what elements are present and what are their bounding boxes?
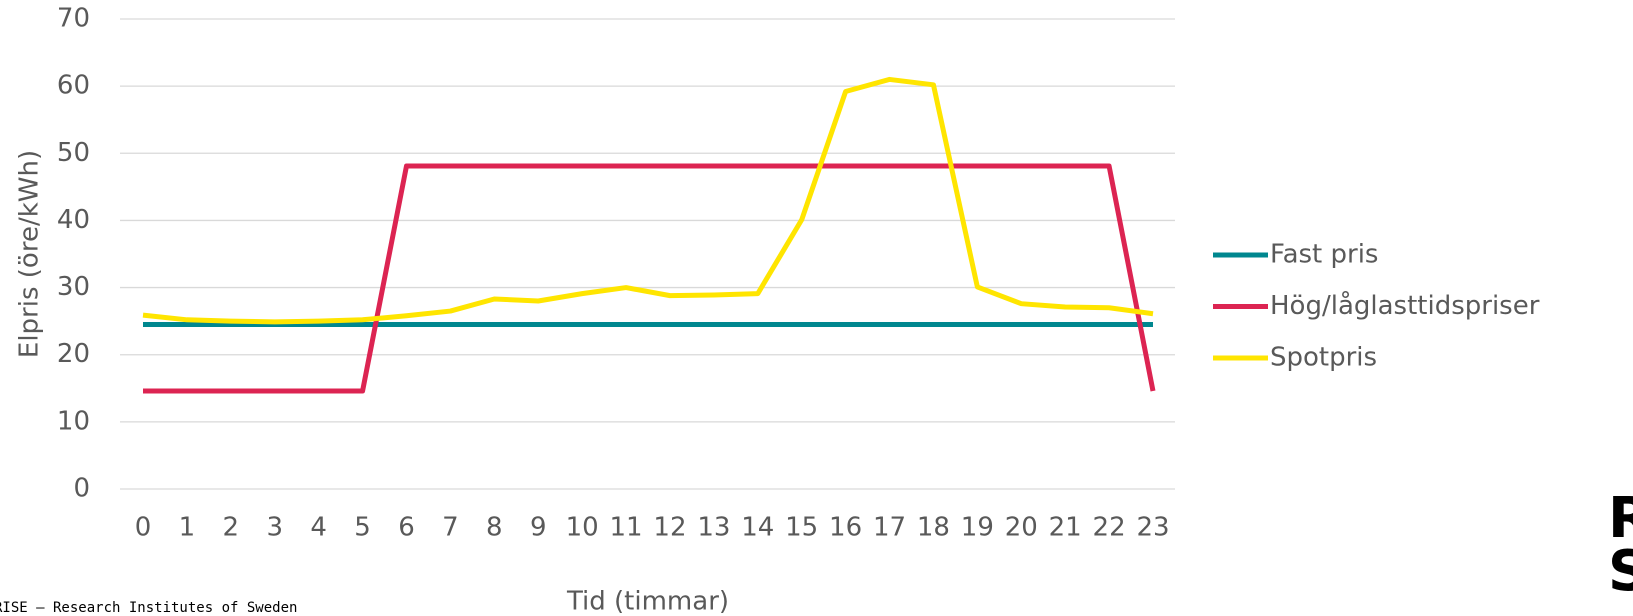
y-tick-label: 30 [57,272,90,302]
x-tick-label: 7 [442,513,459,543]
legend-label: Hög/låglasttidspriser [1270,290,1540,321]
y-axis-label: Elpris (öre/kWh) [15,150,45,358]
x-tick-label: 1 [179,513,196,543]
x-tick-label: 2 [223,513,240,543]
y-tick-label: 10 [57,406,90,436]
logo: SE [1608,539,1633,604]
x-tick-label: 13 [697,513,730,543]
legend-label: Spotpris [1270,343,1377,373]
logo: RI [1608,486,1633,551]
x-tick-label: 18 [917,513,950,543]
x-tick-label: 17 [873,513,906,543]
y-tick-label: 70 [57,4,90,34]
x-tick-label: 20 [1005,513,1038,543]
y-tick-label: 20 [57,339,90,369]
series-line [143,163,1156,394]
x-tick-label: 8 [486,513,503,543]
y-tick-label: 40 [57,205,90,235]
x-tick-label: 14 [741,513,774,543]
x-tick-label: 15 [785,513,818,543]
x-tick-label: 21 [1049,513,1082,543]
x-tick-label: 5 [354,513,371,543]
x-tick-label: 16 [829,513,862,543]
x-tick-label: 12 [653,513,686,543]
x-tick-label: 4 [310,513,327,543]
x-tick-label: 10 [566,513,599,543]
x-tick-label: 6 [398,513,415,543]
y-tick-label: 0 [73,474,90,504]
x-tick-label: 23 [1136,513,1169,543]
legend-label: Fast pris [1270,240,1378,270]
x-tick-label: 11 [609,513,642,543]
y-tick-label: 50 [57,138,90,168]
footer: RISE – Research Institutes of Sweden [0,600,297,616]
x-tick-label: 9 [530,513,547,543]
x-axis-label: Tid (timmar) [566,587,729,616]
x-tick-label: 3 [266,513,283,543]
y-tick-label: 60 [57,71,90,101]
x-tick-label: 0 [135,513,152,543]
series-line [142,76,1154,325]
x-tick-label: 22 [1093,513,1126,543]
x-tick-label: 19 [961,513,994,543]
